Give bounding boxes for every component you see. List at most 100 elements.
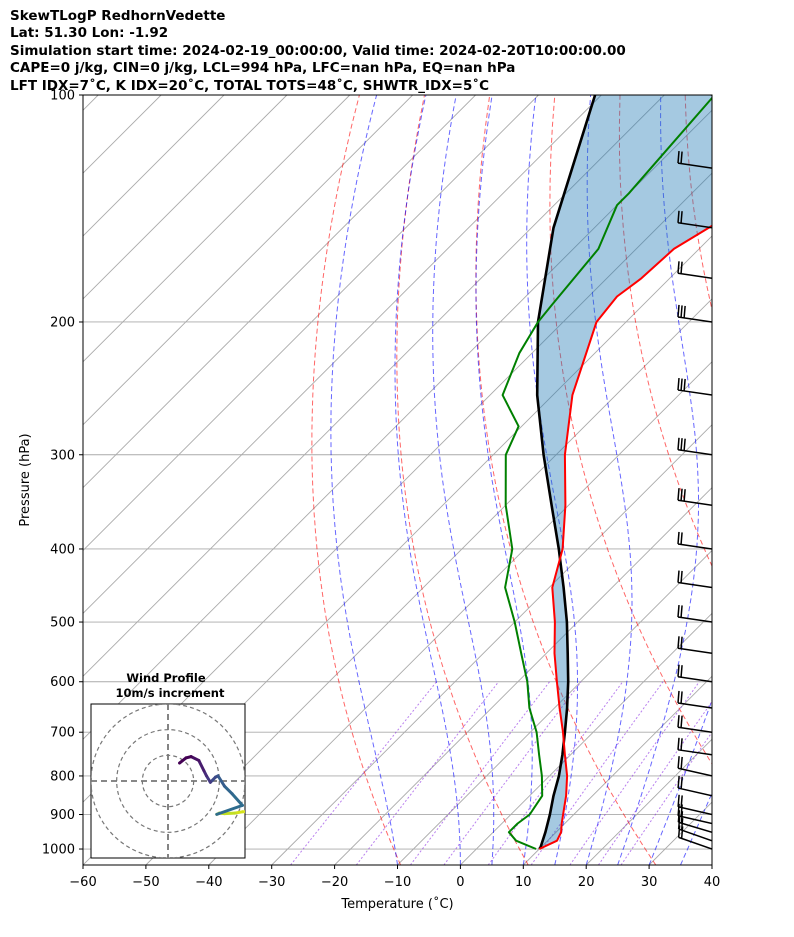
moist-adiabat-line [394, 95, 461, 865]
wind-barb-shaft [678, 836, 712, 850]
wind-barb-flag [680, 570, 683, 584]
title-latlon: Lat: 51.30 Lon: -1.92 [10, 25, 169, 42]
dry-adiabat-line [618, 95, 712, 568]
wind-barb-shaft [677, 272, 712, 279]
moist-adiabat-line [711, 863, 712, 865]
isotherm-line [460, 612, 712, 865]
wind-barb-flag [677, 304, 680, 318]
hodograph-subtitle: 10m/s increment [116, 686, 225, 700]
wind-barb [677, 756, 712, 777]
cin-shading [537, 95, 712, 849]
wind-barb-shaft [677, 162, 712, 169]
wind-barbs [677, 78, 712, 850]
wind-barb-shaft [677, 581, 712, 589]
wind-barb [677, 304, 712, 323]
wind-barb [677, 776, 712, 797]
wind-barb-flag [680, 532, 683, 545]
hodograph-segment [216, 774, 226, 788]
x-axis-ticks: −60 −50 −40 −30 −20 −10 0 10 20 30 40 [69, 865, 720, 890]
wind-barb [677, 210, 712, 229]
y-axis-ticks: 1000 900 800 700 600 500 400 300 200 100 [42, 89, 83, 858]
hodograph-segment [197, 758, 206, 773]
wind-barb-shaft [677, 726, 712, 733]
title-time: Simulation start time: 2024-02-19_00:00:… [10, 42, 626, 59]
y-tick-label: 800 [50, 769, 75, 784]
moist-adiabat-line [432, 95, 495, 865]
sounding-profiles [501, 95, 712, 850]
wind-barb-flag [677, 151, 680, 164]
wind-barb [677, 151, 712, 169]
wind-barb-flag [678, 78, 679, 90]
wind-barb [677, 570, 712, 589]
wind-barb [678, 78, 712, 96]
hodograph-segment [230, 792, 244, 807]
wind-barb-shaft [677, 616, 712, 623]
hodograph-inset: Wind Profile 10m/s increment [90, 671, 246, 859]
y-tick-label: 400 [50, 542, 75, 557]
wind-barb [677, 690, 712, 709]
mixing-ratio-line [487, 681, 624, 865]
wind-barb-flag [677, 210, 680, 223]
wind-barb-flag [677, 261, 680, 274]
moist-adiabat-line [648, 698, 712, 865]
isotherm-line [83, 95, 476, 489]
isotherm-line [83, 95, 225, 237]
hodograph-title: Wind Profile [126, 671, 206, 685]
wind-barb [677, 261, 712, 279]
wind-barb-flag [680, 636, 683, 649]
isotherm-line [208, 361, 712, 865]
dewpoint-profile-line [501, 96, 712, 850]
x-tick-label: −10 [384, 875, 411, 890]
wind-barb-flag [683, 438, 686, 451]
temperature-profile-line [538, 224, 712, 850]
wind-barb-flag [677, 636, 680, 649]
title-block: SkewTLogP RedhornVedette Lat: 51.30 Lon:… [10, 8, 626, 95]
isotherm-line [83, 95, 351, 363]
x-tick-label: 20 [578, 875, 595, 890]
mixing-ratio-line [569, 681, 700, 865]
wind-barb [677, 636, 712, 654]
wind-barb-flag [680, 211, 683, 224]
wind-barb-flag [683, 489, 686, 502]
hodograph-segment [215, 803, 244, 816]
isotherm-line [711, 864, 712, 865]
y-tick-label: 1000 [42, 843, 75, 858]
wind-barb-shaft [677, 676, 712, 683]
mixing-ratio-line [597, 700, 712, 865]
title-station: SkewTLogP RedhornVedette [10, 8, 226, 24]
wind-barb-flag [680, 261, 683, 274]
isotherm-line [145, 298, 712, 865]
x-tick-label: −40 [195, 875, 222, 890]
wind-barb-shaft [677, 543, 712, 550]
wind-barb-flag [677, 531, 680, 545]
wind-barb-shaft [677, 749, 712, 756]
wind-barb [677, 531, 712, 550]
x-tick-label: −50 [132, 875, 159, 890]
isotherm-line [83, 109, 712, 740]
dry-adiabat-line [750, 95, 794, 865]
wind-barb-flag [677, 794, 680, 807]
wind-barb-flag [677, 488, 680, 501]
wind-barb-flag [677, 690, 680, 704]
wind-barb-shaft [706, 95, 712, 96]
x-tick-label: 30 [641, 875, 658, 890]
isotherm-line [522, 675, 712, 865]
wind-barb-flag [680, 715, 683, 728]
isotherm-line [397, 549, 712, 865]
wind-barb-flag [680, 665, 683, 678]
wind-barb-flag [680, 438, 683, 451]
parcel-profile-line [535, 95, 597, 850]
wind-barb-flag [683, 378, 686, 392]
y-tick-label: 600 [50, 675, 75, 690]
wind-barb-shaft [677, 806, 712, 816]
y-tick-label: 100 [50, 89, 75, 104]
x-axis-label: Temperature (˚C) [340, 896, 453, 912]
y-tick-label: 900 [50, 808, 75, 823]
wind-barb-shaft [677, 767, 712, 777]
wind-barb [677, 664, 712, 683]
x-tick-label: 10 [515, 875, 532, 890]
isotherm-line [83, 95, 288, 300]
wind-barb-shaft [677, 702, 712, 709]
wind-barb-flag [677, 776, 680, 789]
